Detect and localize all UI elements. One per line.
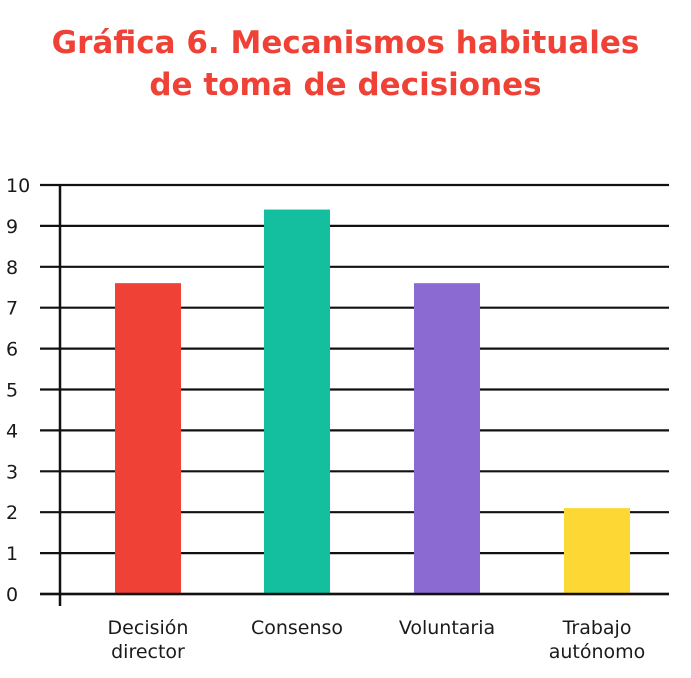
y-tick-label: 3: [6, 461, 18, 483]
y-tick-label: 9: [6, 216, 18, 238]
y-tick-label: 10: [6, 175, 30, 197]
bars: [115, 209, 630, 595]
y-tick-label: 2: [6, 502, 18, 524]
y-tick-label: 8: [6, 257, 18, 279]
x-tick-label: director: [111, 641, 185, 663]
x-tick-label: autónomo: [549, 641, 646, 663]
chart-title-line-1: Gráfica 6. Mecanismos habituales: [51, 25, 640, 61]
y-tick-label: 4: [6, 420, 18, 442]
y-tick-label: 1: [6, 543, 18, 565]
y-tick-label: 0: [6, 584, 18, 606]
bar: [264, 209, 330, 595]
bar: [564, 508, 630, 594]
y-tick-label: 6: [6, 339, 18, 361]
x-tick-label: Voluntaria: [399, 617, 495, 639]
x-tick-label: Trabajo: [562, 617, 632, 639]
y-axis-ticks: 0 1 2 3 4 5 6 7 8 9 10: [6, 175, 30, 606]
chart-title-line-2: de toma de decisiones: [149, 67, 542, 103]
y-tick-label: 5: [6, 380, 18, 402]
bar: [115, 283, 181, 594]
y-tick-label: 7: [6, 298, 18, 320]
chart-title: Gráfica 6. Mecanismos habituales de toma…: [0, 22, 691, 106]
axes: [40, 185, 669, 606]
x-tick-label: Decisión: [108, 617, 189, 639]
bar: [414, 283, 480, 594]
x-tick-label: Consenso: [251, 617, 343, 639]
